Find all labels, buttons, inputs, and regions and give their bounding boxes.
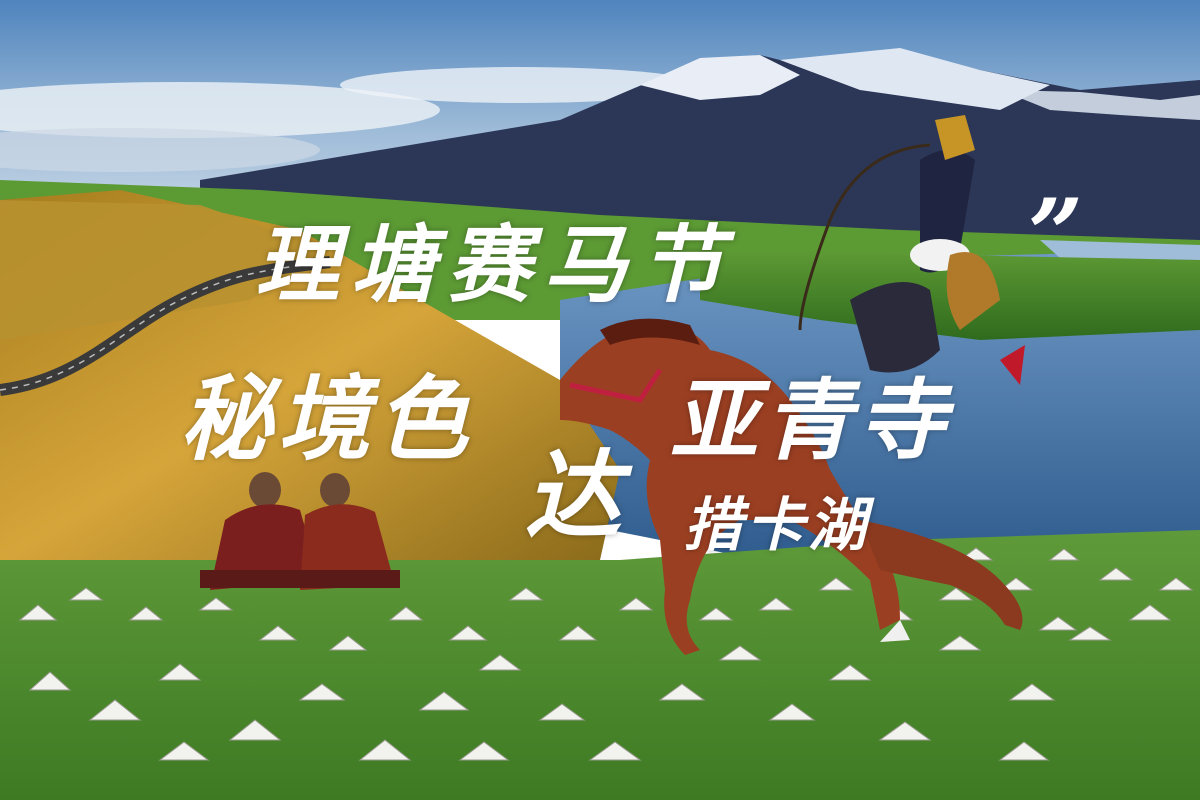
horse-and-rider [560, 115, 1025, 655]
title-line-3: 措卡湖 [684, 491, 871, 559]
title-line-2-left: 秘境色 [180, 366, 475, 473]
tent-camp [18, 547, 1194, 761]
title-line-2-mid: 达 [525, 440, 621, 552]
title-line-2-right: 亚青寺 [670, 369, 953, 472]
quote-mark: ” [1028, 178, 1084, 291]
title-line-1: 理塘赛马节 [255, 216, 736, 314]
seated-monks [200, 472, 400, 590]
